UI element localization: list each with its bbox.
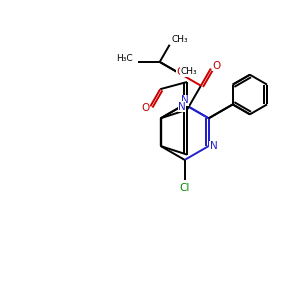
Text: Cl: Cl bbox=[179, 183, 190, 193]
Text: O: O bbox=[177, 67, 185, 77]
Text: N: N bbox=[178, 102, 186, 112]
Text: CH₃: CH₃ bbox=[171, 35, 188, 44]
Text: N: N bbox=[210, 141, 218, 151]
Text: CH₃: CH₃ bbox=[181, 67, 197, 76]
Text: O: O bbox=[141, 103, 149, 113]
Text: N: N bbox=[181, 95, 189, 106]
Text: O: O bbox=[213, 61, 221, 70]
Text: H₃C: H₃C bbox=[116, 54, 132, 63]
